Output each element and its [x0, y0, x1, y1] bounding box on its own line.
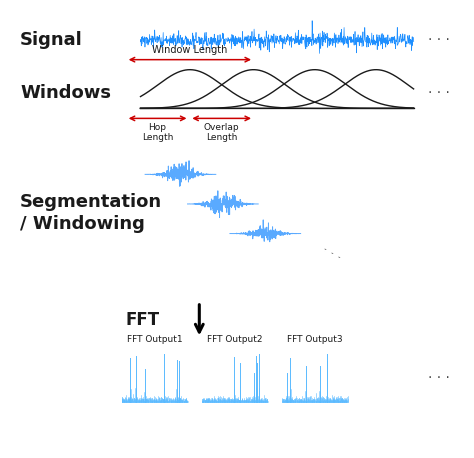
Text: Window Length: Window Length: [152, 45, 228, 55]
Text: · · ·: · · ·: [428, 86, 450, 100]
Text: FFT: FFT: [126, 311, 160, 329]
Text: Segmentation
/ Windowing: Segmentation / Windowing: [20, 193, 163, 233]
Text: FFT Output3: FFT Output3: [287, 335, 343, 344]
Text: Hop
Length: Hop Length: [142, 123, 173, 142]
Text: FFT Output1: FFT Output1: [127, 335, 182, 344]
Text: Windows: Windows: [20, 84, 111, 102]
Text: · · ·: · · ·: [428, 33, 450, 47]
Text: Signal: Signal: [20, 31, 83, 49]
Text: · · ·: · · ·: [319, 243, 343, 265]
Text: Overlap
Length: Overlap Length: [204, 123, 239, 142]
Text: · · ·: · · ·: [428, 371, 450, 385]
Text: FFT Output2: FFT Output2: [207, 335, 263, 344]
